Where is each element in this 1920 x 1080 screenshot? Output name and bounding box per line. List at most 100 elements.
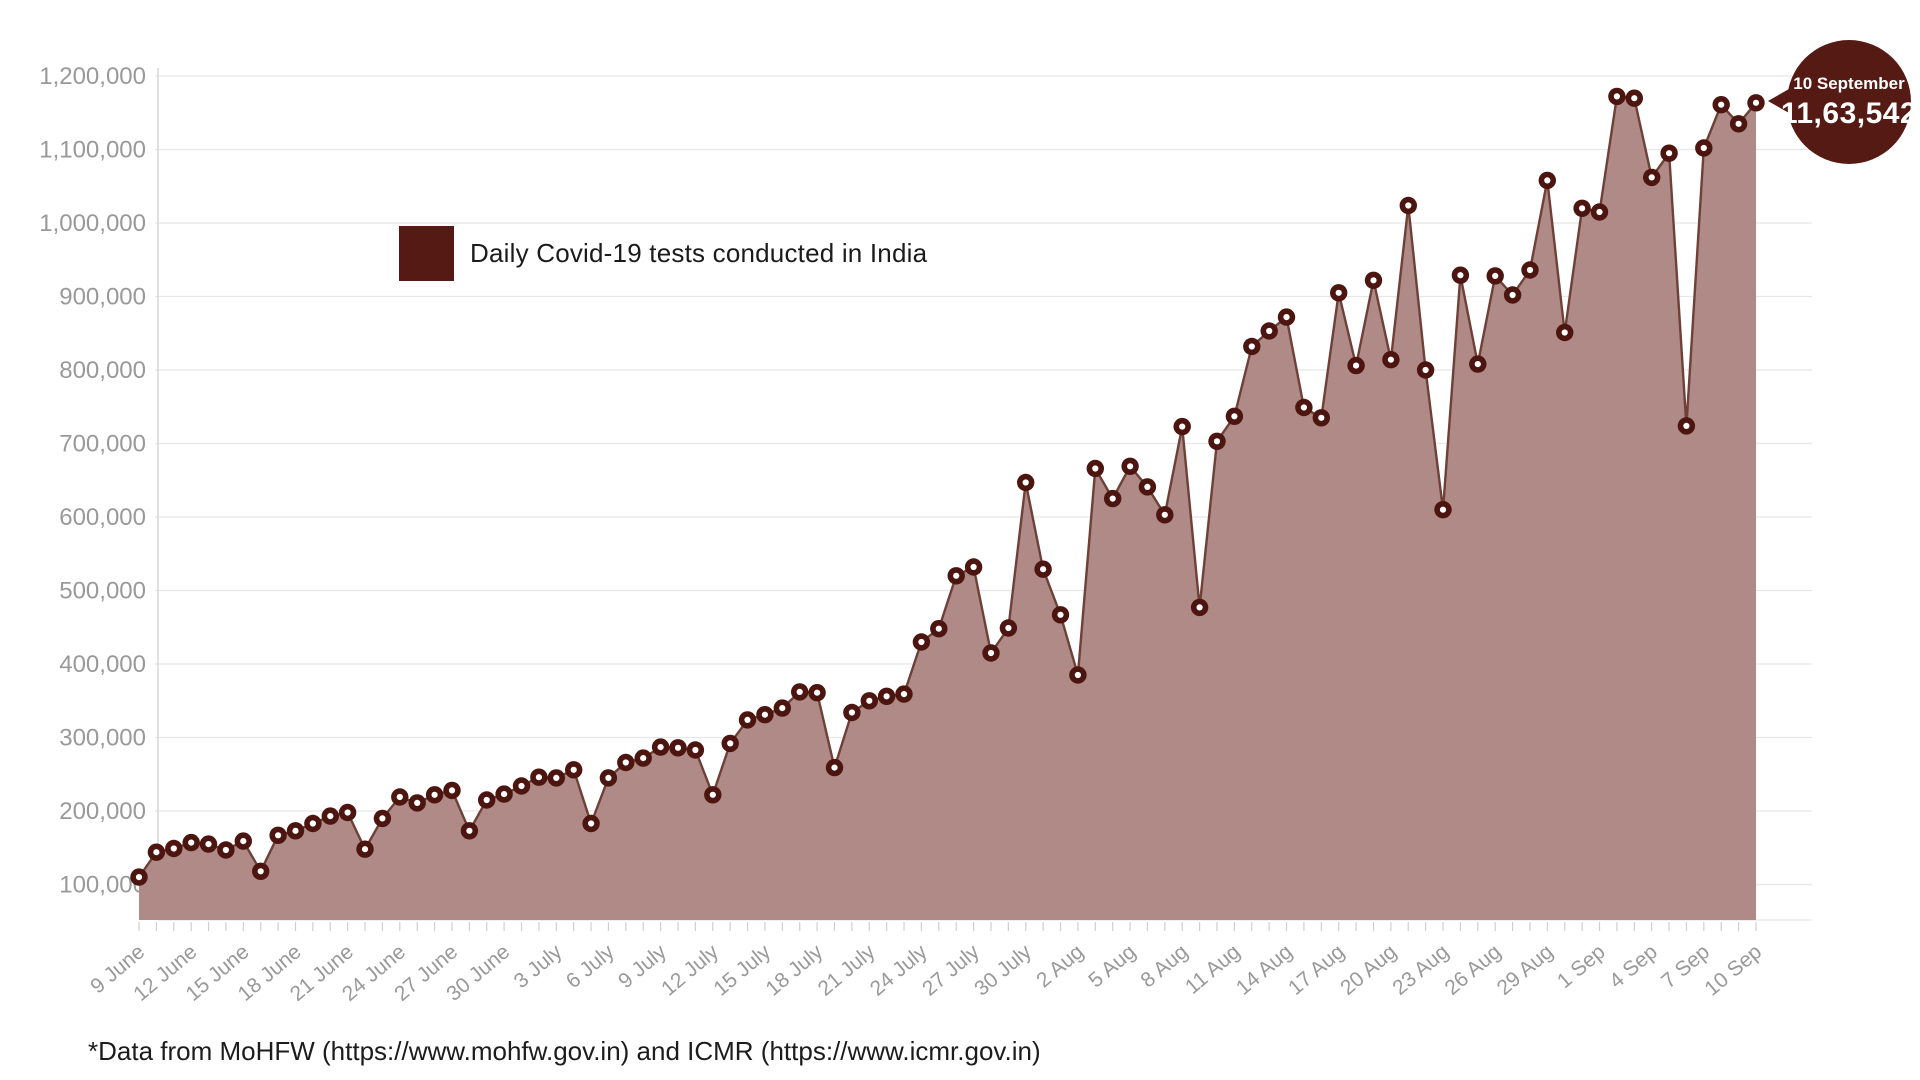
x-axis-label: 24 July [866,940,932,1001]
data-point-center [379,815,386,822]
data-point-center [1074,671,1081,679]
x-axis-label: 15 July [709,940,775,1001]
data-point-center [1109,495,1116,502]
data-point-center [970,563,977,571]
data-point-center [1213,438,1221,445]
x-axis-label: 10 Sep [1700,940,1766,1000]
x-axis-label: 4 Sep [1605,940,1662,993]
x-axis-label: 27 July [918,940,984,1001]
data-point-center [1040,566,1047,573]
data-point-center [1718,101,1725,108]
data-point-center [327,813,334,820]
x-axis-label: 14 Aug [1232,940,1297,1000]
data-point-center [222,846,229,854]
data-point-center [240,838,247,845]
x-axis-label: 23 Aug [1388,940,1453,1000]
y-axis-label: 800,000 [59,357,146,384]
annotation-bubble: 10 September 11,63,542 [1781,40,1917,164]
data-point-center [518,782,525,790]
data-point-center [1248,343,1255,350]
data-point-center [605,774,612,782]
data-point-center [1057,611,1064,618]
x-axis-label: 17 Aug [1284,940,1349,1000]
x-axis-label: 20 Aug [1336,940,1401,1000]
data-point-center [1752,99,1760,106]
x-axis-label: 18 July [762,940,828,1001]
y-axis-label: 200,000 [59,798,146,825]
y-axis-label: 700,000 [59,431,146,458]
data-point-center [153,849,160,856]
y-axis-label: 1,100,000 [39,137,146,164]
data-point-center [483,796,490,804]
data-point-center [900,691,908,698]
annotation-value: 11,63,542 [1780,96,1918,130]
data-point-center [1318,414,1325,421]
x-axis-label: 1 Sep [1553,940,1610,993]
data-point-center [1439,506,1447,513]
data-point-center [1700,144,1707,152]
data-point-center [1666,150,1673,157]
data-point-center [292,827,299,834]
y-axis-label: 600,000 [59,504,146,531]
data-point-center [570,766,577,773]
data-point-center [622,759,629,766]
data-point-center [1161,511,1168,518]
data-point-center [466,827,473,834]
data-point-center [1457,272,1464,279]
data-point-center [761,711,769,718]
x-axis-label: 3 July [510,940,567,993]
y-axis-label: 400,000 [59,651,146,678]
data-point-center [1335,289,1342,296]
data-point-center [935,625,942,632]
trend-line [138,95,1757,878]
data-point-center [361,846,369,853]
data-point-center [396,793,403,801]
data-point-center [448,787,456,794]
area-fill [139,96,1756,920]
data-point-center [1127,463,1134,470]
data-point-center [1387,356,1394,363]
data-point-center [796,688,803,696]
data-point-center [135,874,143,881]
data-point-center [1579,205,1586,212]
data-point-center [1092,465,1099,472]
data-point-center [831,764,838,771]
legend-label: Daily Covid-19 tests conducted in India [470,238,928,268]
data-point-center [1353,362,1360,369]
data-point-center [344,809,351,816]
data-point-center [1648,174,1655,181]
data-point-center [1179,423,1186,430]
data-point-center [1561,329,1568,336]
data-point-center [692,746,699,754]
y-axis-label: 300,000 [59,725,146,752]
x-axis-label: 26 Aug [1441,940,1506,1000]
data-point-center [1596,208,1603,216]
x-axis-label: 30 July [970,940,1036,1001]
data-point-center [188,839,195,846]
data-point-center [640,755,647,762]
data-point-center [553,774,560,782]
data-point-center [1022,479,1029,486]
data-point-center [275,832,282,839]
data-point-center [431,791,438,798]
data-point-center [588,820,595,827]
data-point-center [779,705,786,712]
data-point-center [257,868,264,875]
data-point-center [674,744,682,751]
y-axis-label: 1,000,000 [39,210,146,237]
data-point-center [744,716,751,724]
data-point-center [170,845,177,852]
x-axis-label: 6 July [562,940,619,993]
annotation-date: 10 September [1793,73,1905,93]
data-point-center [1509,291,1516,299]
data-point-center [501,791,508,798]
y-axis-label: 900,000 [59,284,146,311]
data-point-center [1405,202,1412,209]
data-point-center [1526,266,1534,274]
data-point-center [309,820,316,827]
data-point-center [1283,314,1290,321]
data-point-center [205,841,212,848]
data-point-center [1735,120,1742,127]
